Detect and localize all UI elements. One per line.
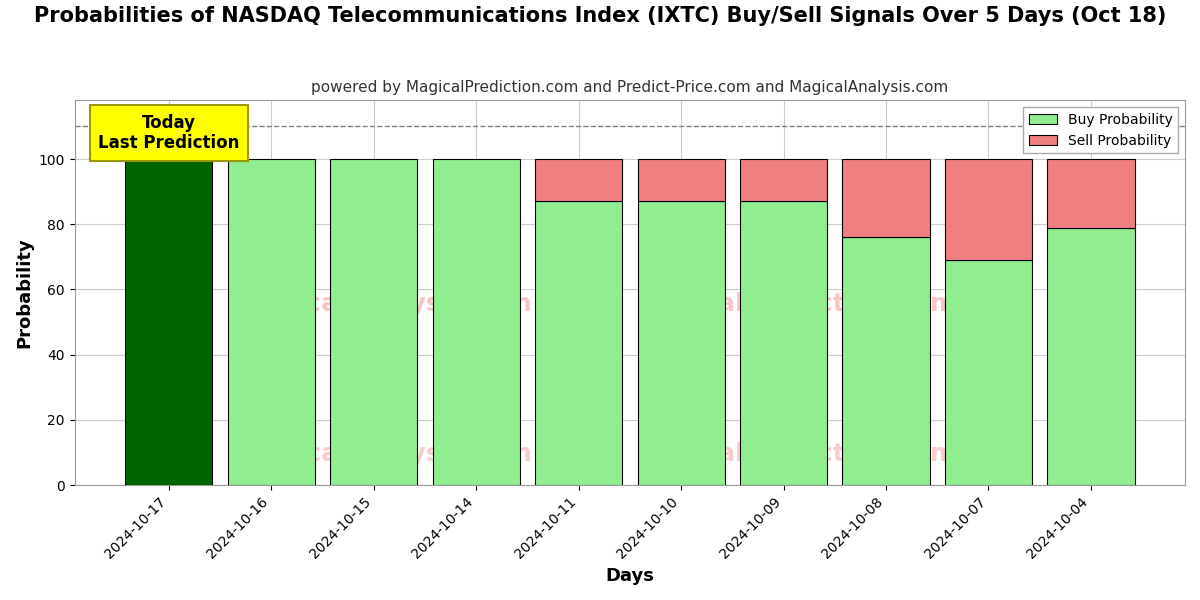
Bar [842, 238, 930, 485]
Bar [944, 159, 1032, 260]
Bar [740, 159, 827, 202]
Bar [842, 159, 930, 238]
Bar [637, 159, 725, 202]
Bar [535, 202, 622, 485]
Bar [330, 159, 418, 485]
Legend: Buy Probability, Sell Probability: Buy Probability, Sell Probability [1024, 107, 1178, 154]
Bar [1048, 227, 1134, 485]
Bar [535, 159, 622, 202]
Y-axis label: Probability: Probability [16, 238, 34, 348]
Bar [944, 260, 1032, 485]
Bar [1048, 159, 1134, 227]
Text: MagicalAnalysis.com: MagicalAnalysis.com [239, 442, 533, 466]
Text: MagicalPrediction.com: MagicalPrediction.com [636, 442, 958, 466]
Text: Today
Last Prediction: Today Last Prediction [98, 113, 239, 152]
Bar [740, 202, 827, 485]
Text: MagicalAnalysis.com: MagicalAnalysis.com [239, 292, 533, 316]
Bar [432, 159, 520, 485]
Bar [125, 159, 212, 485]
Title: powered by MagicalPrediction.com and Predict-Price.com and MagicalAnalysis.com: powered by MagicalPrediction.com and Pre… [311, 80, 948, 95]
Bar [228, 159, 314, 485]
Text: MagicalPrediction.com: MagicalPrediction.com [636, 292, 958, 316]
X-axis label: Days: Days [605, 567, 654, 585]
Text: Probabilities of NASDAQ Telecommunications Index (IXTC) Buy/Sell Signals Over 5 : Probabilities of NASDAQ Telecommunicatio… [34, 6, 1166, 26]
Bar [637, 202, 725, 485]
